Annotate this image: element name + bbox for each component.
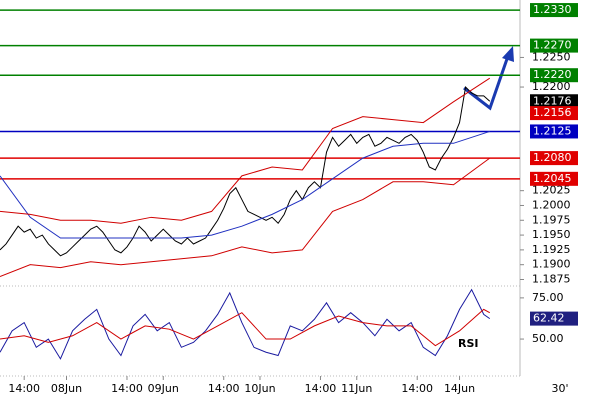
series-line	[0, 77, 491, 224]
y-tick-label: 1.1900	[532, 258, 571, 271]
level-label: 1.2220	[533, 68, 572, 81]
level-label: 1.2080	[533, 151, 572, 164]
y-tick-label: 1.2000	[532, 198, 571, 211]
y-tick-label: 75.00	[532, 291, 564, 304]
level-label-box	[530, 151, 578, 166]
x-axis-label: 30'	[551, 382, 568, 395]
pane-label: RSI	[458, 337, 479, 350]
level-label-box	[530, 94, 578, 109]
level-label: 62.42	[533, 312, 565, 325]
series-line	[0, 288, 491, 360]
forecast-arrow	[463, 55, 510, 111]
series-line	[0, 157, 491, 277]
y-tick-label: 1.1925	[532, 243, 571, 256]
x-tick-label: 14:00	[401, 382, 433, 395]
y-tick-label: 1.1975	[532, 213, 571, 226]
level-label-box	[530, 68, 578, 83]
x-tick-label: 09Jun	[148, 382, 179, 395]
level-label: 1.2125	[533, 124, 572, 137]
series-line	[0, 130, 490, 239]
level-label-box	[530, 38, 578, 53]
arrow-head	[502, 46, 514, 62]
y-tick-label: 1.1875	[532, 272, 571, 285]
y-tick-label: 50.00	[532, 332, 564, 345]
x-tick-label: 14:00	[111, 382, 143, 395]
level-label-box	[530, 124, 578, 139]
x-tick-label: 14:00	[8, 382, 40, 395]
level-label-box	[530, 106, 578, 121]
level-label: 1.2270	[533, 39, 572, 52]
series-line	[0, 308, 491, 347]
x-tick-label: 11Jun	[341, 382, 372, 395]
x-tick-label: 08Jun	[51, 382, 82, 395]
x-tick-label: 14:00	[208, 382, 240, 395]
level-label-box	[530, 171, 578, 186]
y-tick-label: 1.1950	[532, 228, 571, 241]
y-tick-label: 1.2250	[532, 50, 571, 63]
level-label-box	[530, 3, 578, 18]
level-label: 1.2156	[533, 106, 572, 119]
x-tick-label: 14:00	[305, 382, 337, 395]
y-tick-label: 1.2025	[532, 184, 571, 197]
x-tick-label: 14Jun	[444, 382, 475, 395]
level-label: 1.2330	[533, 3, 572, 16]
level-label-box	[530, 311, 578, 326]
x-tick-label: 10Jun	[244, 382, 275, 395]
level-label: 1.2176	[533, 94, 572, 107]
y-tick-label: 1.2200	[532, 80, 571, 93]
level-label: 1.2045	[533, 172, 572, 185]
